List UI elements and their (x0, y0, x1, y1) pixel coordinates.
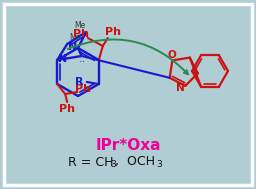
Text: IPr*Oxa: IPr*Oxa (95, 138, 161, 153)
Text: ,  OCH: , OCH (115, 156, 155, 169)
Text: Ph: Ph (73, 29, 89, 39)
Text: Me: Me (74, 20, 86, 29)
Text: Ph: Ph (59, 104, 75, 114)
Text: N: N (58, 54, 67, 64)
Text: ··: ·· (79, 57, 86, 67)
FancyArrowPatch shape (68, 40, 188, 74)
Text: O: O (167, 50, 176, 60)
Text: N: N (176, 83, 185, 93)
Text: N: N (68, 42, 78, 52)
Text: 3: 3 (156, 160, 162, 169)
Text: R: R (74, 77, 83, 87)
Text: 3: 3 (110, 160, 116, 169)
Text: Me: Me (70, 33, 81, 42)
Text: Ph: Ph (75, 84, 91, 94)
Text: R = CH: R = CH (68, 156, 113, 169)
Text: Ph: Ph (105, 27, 121, 37)
